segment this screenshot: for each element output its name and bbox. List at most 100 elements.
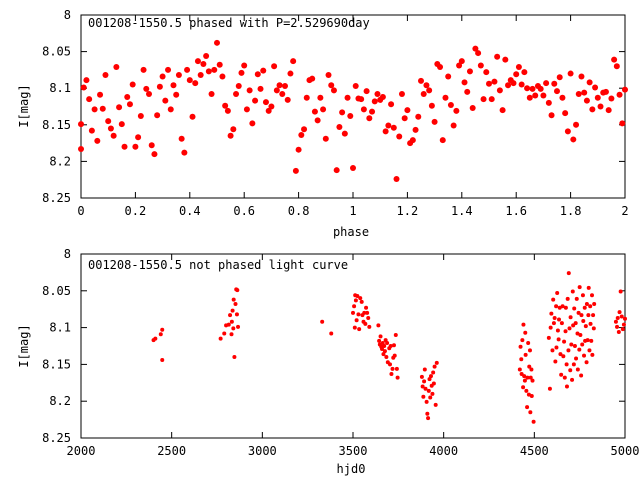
data-point — [426, 87, 433, 94]
data-point — [430, 391, 435, 396]
data-point — [572, 306, 577, 311]
data-point — [339, 109, 346, 116]
data-point — [329, 331, 334, 336]
y-tick-label: 8.1 — [49, 321, 71, 335]
data-point — [556, 317, 561, 322]
data-point — [165, 66, 172, 73]
data-point — [229, 332, 234, 337]
data-point — [186, 77, 193, 84]
data-point — [520, 338, 525, 343]
data-point — [354, 318, 359, 323]
data-point — [559, 321, 564, 326]
data-point — [356, 312, 361, 317]
data-point — [525, 375, 530, 380]
data-point — [260, 67, 267, 74]
data-point — [517, 367, 522, 372]
data-point — [235, 288, 240, 293]
data-point — [518, 81, 525, 88]
data-point — [421, 394, 426, 399]
data-point — [589, 293, 594, 298]
phased-title: 001208-1550.5 phased with P=2.529690day — [88, 16, 370, 30]
data-point — [431, 381, 436, 386]
data-point — [526, 341, 531, 346]
data-point — [192, 80, 199, 87]
data-point — [615, 316, 620, 321]
data-point — [561, 354, 566, 359]
data-point — [518, 344, 523, 349]
data-point — [466, 68, 473, 75]
data-point — [387, 362, 392, 367]
data-point — [569, 342, 574, 347]
data-point — [158, 332, 163, 337]
unphased-title: 001208-1550.5 not phased light curve — [88, 258, 348, 272]
data-point — [562, 375, 567, 380]
data-point — [396, 133, 403, 140]
data-point — [99, 105, 106, 112]
y-tick-label: 8.25 — [42, 191, 71, 205]
y-tick-label: 8.05 — [42, 45, 71, 59]
data-point — [605, 107, 612, 114]
data-point — [352, 325, 357, 330]
data-point — [579, 313, 584, 318]
y-tick-label: 8 — [64, 8, 71, 22]
y-tick-label: 8.15 — [42, 357, 71, 371]
data-point — [590, 352, 595, 357]
phased-xlabel: phase — [333, 225, 369, 239]
data-point — [537, 85, 544, 92]
data-point — [271, 63, 278, 70]
data-point — [388, 344, 393, 348]
data-point — [401, 115, 408, 122]
data-point — [550, 348, 555, 353]
data-point — [173, 91, 180, 98]
data-point — [328, 82, 335, 89]
data-point — [230, 126, 237, 133]
data-point — [422, 379, 427, 384]
data-point — [615, 324, 620, 329]
data-point — [576, 310, 581, 315]
data-point — [129, 81, 136, 88]
data-point — [556, 337, 561, 342]
data-point — [390, 366, 395, 371]
data-point — [121, 143, 128, 150]
data-point — [586, 313, 591, 318]
data-point — [575, 91, 582, 98]
data-point — [613, 319, 618, 324]
data-point — [602, 88, 609, 95]
data-point — [554, 304, 559, 309]
data-point — [276, 82, 283, 89]
data-point — [432, 364, 437, 369]
data-point — [619, 120, 626, 127]
data-point — [309, 75, 316, 82]
data-point — [366, 316, 371, 321]
data-point — [456, 62, 463, 69]
data-point — [360, 106, 367, 113]
x-tick-label: 1.6 — [505, 204, 527, 218]
y-tick-label: 8.2 — [49, 394, 71, 408]
data-point — [160, 327, 165, 332]
data-point — [560, 304, 565, 309]
data-point — [350, 164, 356, 171]
data-point — [228, 313, 233, 318]
data-point — [404, 107, 411, 114]
y-tick-label: 8.15 — [42, 118, 71, 132]
data-point — [412, 126, 419, 133]
unphased-panel: I[mag] hjd0 2000 2500 3000 3500 4000 4500 5000… — [17, 247, 639, 476]
data-point — [363, 321, 368, 326]
data-point — [351, 310, 355, 315]
data-point — [143, 85, 150, 92]
data-point — [540, 92, 547, 99]
data-point — [292, 167, 299, 174]
data-point — [564, 362, 569, 367]
data-point — [379, 93, 386, 100]
data-point — [364, 305, 369, 310]
data-point — [434, 360, 439, 365]
data-point — [132, 143, 139, 150]
data-point — [578, 73, 585, 80]
y-tick-label: 8 — [64, 247, 71, 261]
data-point — [423, 82, 430, 89]
x-tick-label: 3500 — [339, 444, 368, 458]
x-tick-label: 4000 — [429, 444, 458, 458]
data-point — [562, 339, 567, 344]
data-point — [235, 83, 242, 90]
data-point — [584, 302, 589, 307]
